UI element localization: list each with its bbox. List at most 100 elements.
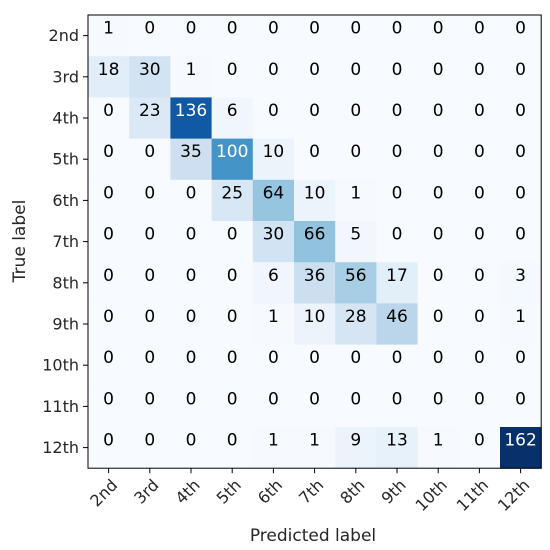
cell-value-label: 100 [216,142,248,162]
heatmap-cell [500,385,542,428]
heatmap-cell [252,303,295,346]
heatmap-cell [458,427,501,469]
heatmap-cell [458,179,501,222]
cell-value-label: 0 [350,19,361,39]
heatmap-cell [170,56,213,98]
cell-value-label: 0 [227,266,238,286]
cell-value-label: 35 [180,142,202,162]
cell-value-label: 0 [103,142,114,162]
heatmap-cell [417,262,460,304]
heatmap-cell [252,385,295,428]
heatmap-cell [88,97,130,140]
heatmap-cell [170,344,213,387]
cell-value-label: 0 [309,101,320,121]
heatmap-cell [252,262,295,304]
heatmap-cell [376,56,419,98]
heatmap-cell [170,97,213,140]
cell-value-label: 0 [474,348,485,368]
cell-value-label: 25 [221,183,243,203]
cell-value-label: 0 [227,225,238,245]
heatmap-cell [458,138,501,181]
cell-value-label: 0 [433,19,444,39]
heatmap-cell [129,221,171,263]
heatmap-cell [129,56,171,98]
heatmap-cell [335,344,377,387]
cell-value-label: 0 [515,389,526,409]
cell-value-label: 1 [186,60,197,80]
cell-value-label: 0 [186,266,197,286]
cell-value-label: 0 [103,307,114,327]
heatmap-cell [458,56,501,98]
heatmap-cell [458,97,501,140]
heatmap-cell [335,303,377,346]
heatmap-cell [417,385,460,428]
heatmap-cell [376,221,419,263]
heatmap-cell [88,385,130,428]
cell-value-label: 0 [227,348,238,368]
y-tick-label: 6th [52,191,79,210]
cell-value-label: 0 [474,266,485,286]
heatmap-cell [500,262,542,304]
heatmap-cell [129,97,171,140]
heatmap-cell [376,179,419,222]
cell-value-label: 10 [304,183,326,203]
heatmap-cell [294,179,336,222]
heatmap-cell [335,262,377,304]
y-tick-label: 4th [52,109,79,128]
cell-value-label: 0 [227,389,238,409]
cell-value-label: 0 [474,19,485,39]
heatmap-cell [294,221,336,263]
heatmap-cell [458,303,501,346]
cell-value-label: 0 [515,348,526,368]
cell-value-label: 1 [309,431,320,451]
cell-value-label: 0 [433,307,444,327]
cell-value-label: 1 [268,431,279,451]
heatmap-cell [129,427,171,469]
cell-value-label: 0 [474,225,485,245]
heatmap-cell [88,221,130,263]
heatmap-cell [335,138,377,181]
cell-value-label: 0 [350,142,361,162]
x-tick-label: 2nd [86,475,121,510]
heatmap-cell [294,427,336,469]
cell-value-label: 0 [144,142,155,162]
cell-value-label: 9 [350,431,361,451]
heatmap-cell [335,15,377,57]
cell-value-label: 0 [309,389,320,409]
cell-value-label: 0 [515,225,526,245]
heatmap-cell [129,344,171,387]
x-tick-label: 11th [453,475,492,514]
cell-value-label: 0 [392,348,403,368]
heatmap-cell [88,179,130,222]
cell-value-label: 0 [268,19,279,39]
cell-value-label: 0 [103,183,114,203]
y-tick-label: 10th [42,356,79,375]
cell-value-label: 0 [103,389,114,409]
heatmap-cell [500,344,542,387]
cell-value-label: 0 [474,183,485,203]
cell-value-label: 0 [103,225,114,245]
cell-value-label: 0 [350,101,361,121]
heatmap-cell [417,221,460,263]
heatmap-cell [170,138,213,181]
cell-value-label: 0 [309,19,320,39]
cell-value-label: 0 [515,101,526,121]
cell-value-label: 10 [263,142,285,162]
cell-value-label: 0 [186,183,197,203]
heatmap-cell [252,15,295,57]
cell-value-label: 0 [103,266,114,286]
heatmap-cell [376,262,419,304]
cell-value-label: 0 [144,19,155,39]
cell-value-label: 3 [515,266,526,286]
cell-value-label: 0 [309,142,320,162]
heatmap-cell [252,427,295,469]
cell-value-label: 0 [433,389,444,409]
cell-value-label: 1 [350,183,361,203]
y-tick-label: 12th [42,438,79,457]
heatmap-cell [170,262,213,304]
heatmap-cell [417,138,460,181]
cell-value-label: 136 [175,101,207,121]
heatmap-cell [458,221,501,263]
cell-value-label: 23 [139,101,161,121]
heatmap-cell [376,344,419,387]
